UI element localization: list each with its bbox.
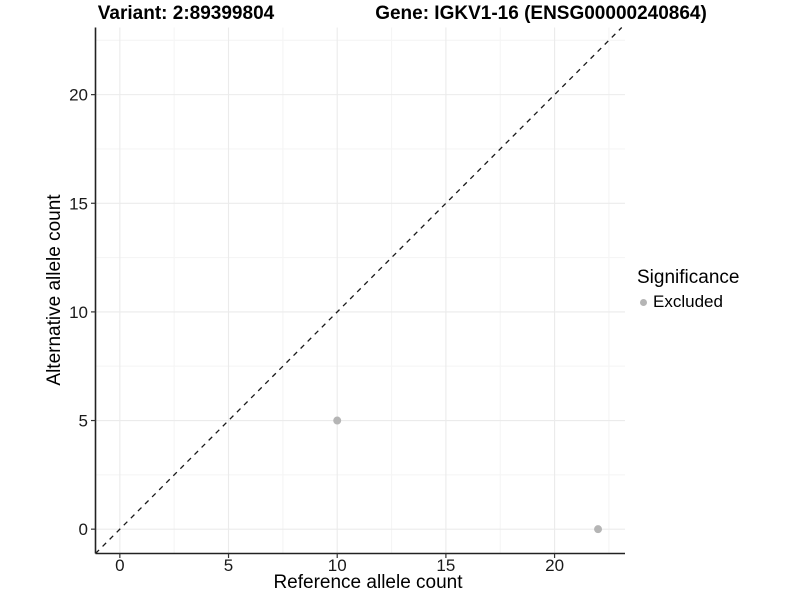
y-axis-title: Alternative allele count [44, 194, 65, 386]
plot-title-variant: Variant: 2:89399804 [97, 3, 275, 24]
y-axis-tick-label: 0 [79, 520, 88, 539]
data-point [333, 416, 342, 425]
legend-item-excluded: Excluded [637, 293, 739, 311]
legend: Significance Excluded [637, 267, 739, 311]
identity-reference-line [95, 27, 623, 554]
data-point [594, 525, 603, 534]
x-axis-tick-label: 5 [224, 556, 233, 575]
plot-title-gene: Gene: IGKV1-16 (ENSG00000240864) [375, 3, 707, 24]
x-axis-tick-label: 10 [328, 556, 347, 575]
y-axis-tick-label: 10 [69, 303, 88, 322]
x-axis-tick-label: 20 [545, 556, 564, 575]
x-axis-title: Reference allele count [273, 572, 463, 593]
y-axis-tick-label: 15 [69, 194, 88, 213]
legend-item-label: Excluded [653, 292, 723, 311]
y-axis-tick-label: 5 [79, 412, 88, 431]
legend-key-point-icon [640, 298, 647, 306]
x-axis-tick-label: 15 [436, 556, 455, 575]
y-axis-tick-label: 20 [69, 86, 88, 105]
x-axis-tick-label: 0 [115, 556, 124, 575]
legend-title: Significance [637, 267, 740, 288]
